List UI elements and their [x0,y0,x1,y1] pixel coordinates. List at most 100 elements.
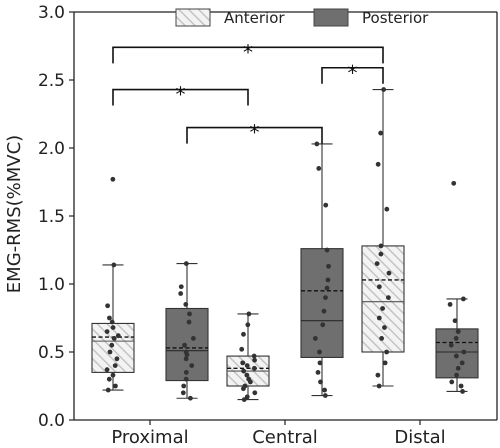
data-point [378,251,384,257]
data-point [324,247,330,253]
legend-item-posterior: Posterior [313,8,429,27]
box-posterior-distal [435,298,479,392]
data-point [324,285,330,291]
data-point [114,356,120,362]
data-point [453,336,459,341]
data-point [315,370,321,375]
data-point [241,368,247,374]
y-tick-label: 0.5 [38,343,65,363]
data-point [188,395,193,401]
y-axis-title: EMG-RMS(%MVC) [4,135,25,293]
data-point [376,315,382,321]
data-point [115,333,121,339]
data-point [378,243,384,249]
data-point [186,319,192,325]
data-point [111,262,117,268]
data-point [183,370,189,375]
data-point [184,352,190,358]
data-point [248,379,253,385]
box-posterior-central [300,143,344,397]
box-anterior-proximal [91,264,135,391]
data-point [318,379,323,385]
data-point [321,308,327,314]
data-point [107,315,112,321]
data-point [106,376,112,382]
data-point [187,311,192,317]
significance-star: * [176,83,186,107]
y-tick-label: 3.0 [38,3,65,23]
data-point [180,390,186,396]
data-point [378,130,384,136]
data-point [183,302,189,307]
data-point [312,336,318,341]
data-point [326,263,331,269]
data-point [178,291,184,296]
data-point [317,349,322,355]
bracket-line [112,88,249,106]
data-point [107,349,113,355]
data-point [110,372,116,378]
data-point [240,360,246,366]
data-point [182,342,187,348]
iqr-box [361,245,405,353]
data-point [449,379,455,385]
data-point [109,319,115,325]
data-point [113,383,118,389]
data-point [376,284,382,290]
data-point [453,353,459,359]
iqr-box [300,248,344,358]
data-point [448,342,454,348]
x-tick-label: Central [252,427,318,448]
data-point [110,176,116,182]
data-point [105,303,111,309]
legend-label: Anterior [224,9,285,27]
significance-bracket: * [112,40,384,64]
data-point [461,349,467,355]
data-point [110,325,116,330]
data-point [252,357,257,363]
data-point [376,383,382,389]
data-point [380,306,385,311]
iqr-box [165,307,209,382]
data-point [381,87,387,92]
significance-bracket: * [321,61,384,85]
data-point [183,261,189,266]
data-point [322,393,328,398]
data-point [379,336,385,341]
significance-star: * [243,40,253,64]
boxes-layer [91,88,479,401]
data-point [374,261,380,266]
bracket-line [321,66,384,84]
data-point [382,360,388,366]
box-posterior-proximal [165,263,209,399]
data-point [183,356,189,362]
data-point [382,325,387,330]
significance-brackets: * * * * [112,40,384,145]
significance-star: * [250,121,260,145]
data-point [183,376,189,382]
data-point [109,342,115,348]
iqr-box [91,322,135,373]
data-point [314,141,320,147]
data-point [316,166,322,171]
data-point [251,353,257,359]
y-tick-label: 2.5 [38,71,65,91]
y-tick-label: 1.0 [38,275,65,295]
legend-swatch [175,8,211,27]
data-point [452,318,458,324]
legend-item-anterior: Anterior [175,8,285,27]
data-point [239,346,245,352]
data-point [375,161,381,167]
significance-bracket: * [186,121,323,145]
data-point [112,363,118,368]
data-point [241,331,246,337]
data-point [460,389,465,394]
y-tick-label: 2.0 [38,139,65,159]
points-layer [104,87,467,402]
data-point [246,311,252,317]
data-point [251,365,257,371]
data-point [245,322,251,328]
data-point [458,383,464,389]
data-point [320,322,326,328]
